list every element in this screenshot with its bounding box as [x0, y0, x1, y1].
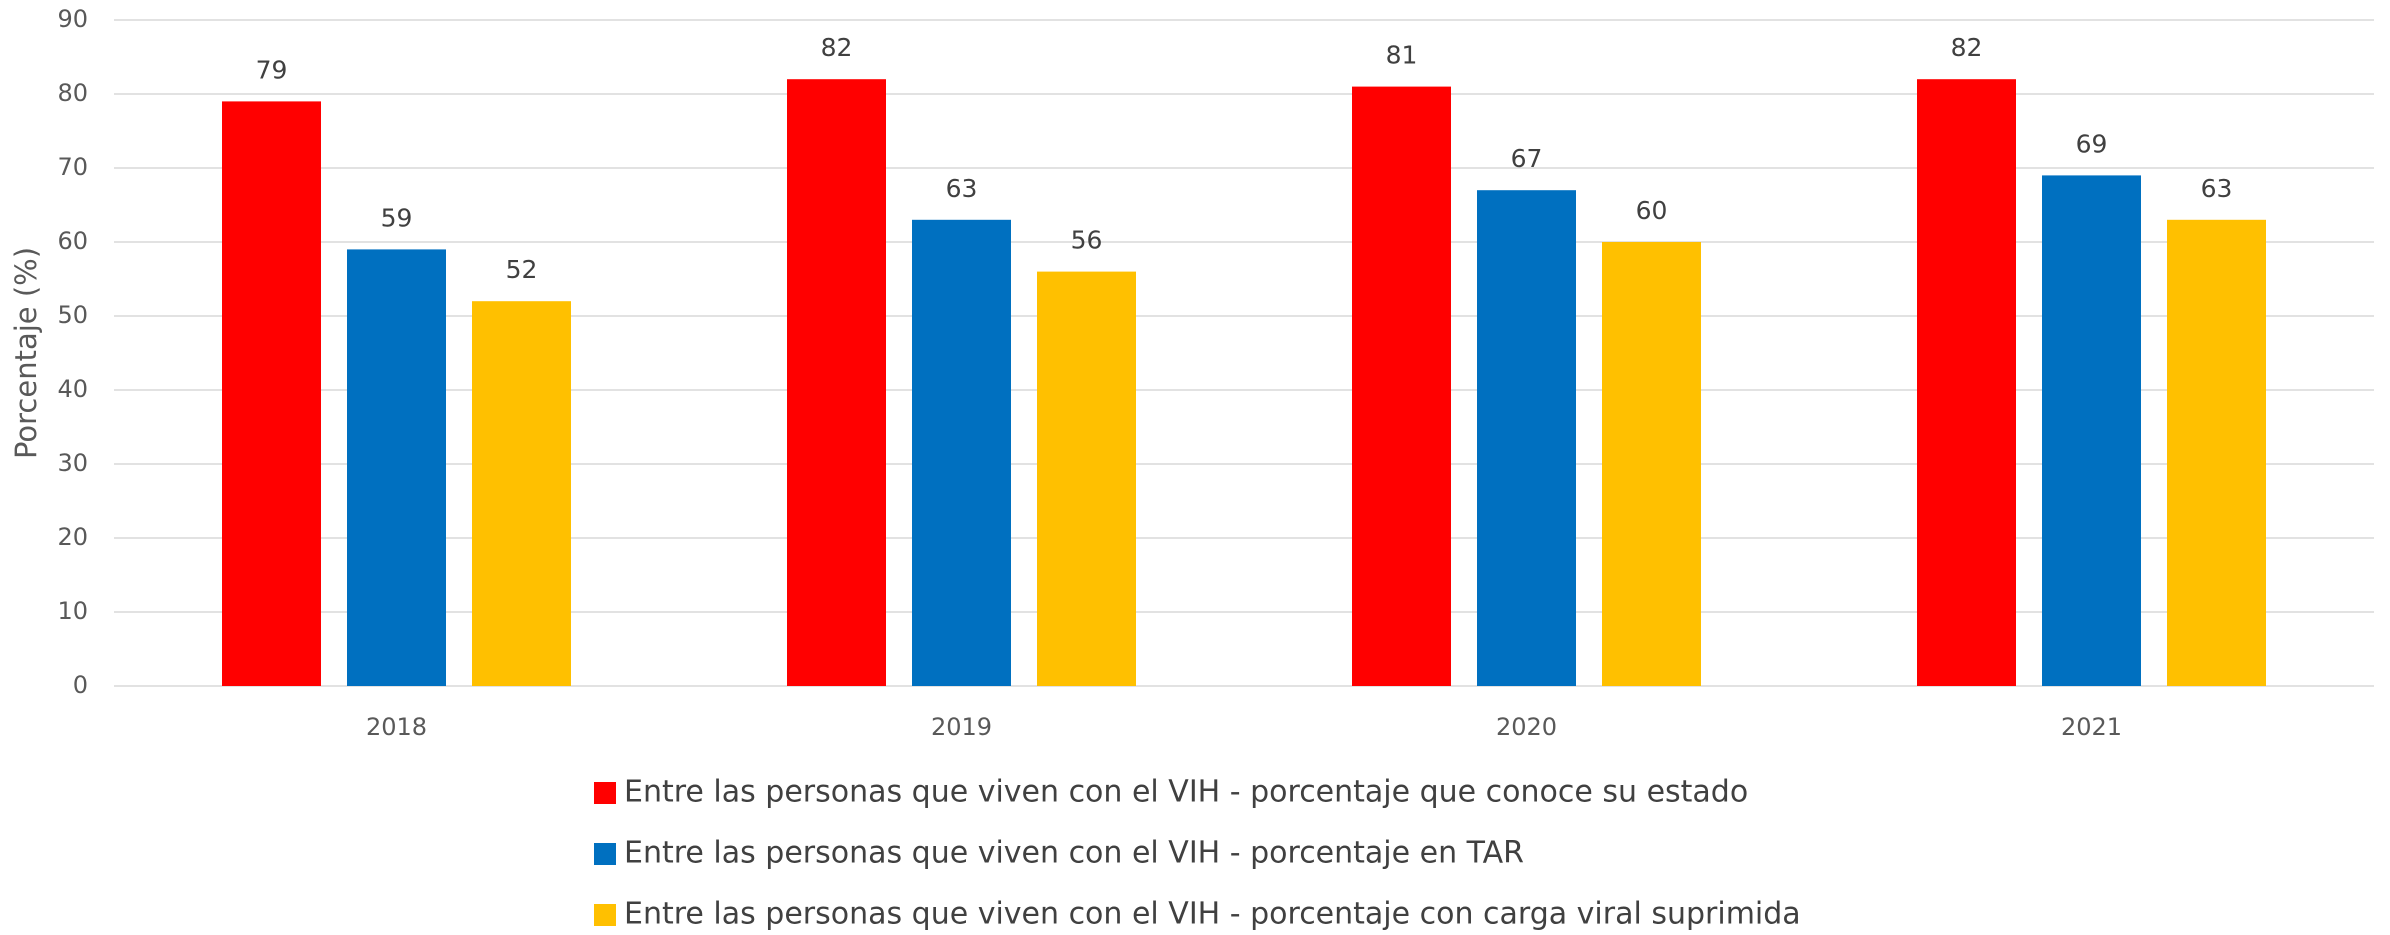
- y-tick-label: 0: [73, 671, 88, 699]
- bar: [1602, 242, 1701, 686]
- data-label: 69: [2076, 129, 2108, 158]
- x-tick-label: 2019: [931, 713, 992, 741]
- data-label: 82: [821, 33, 853, 62]
- legend-swatch: [594, 904, 616, 926]
- bar: [912, 219, 1011, 687]
- data-label: 82: [1951, 33, 1983, 62]
- bar: [2042, 175, 2141, 686]
- legend-swatch: [594, 782, 616, 804]
- data-label: 79: [256, 55, 288, 84]
- legend-label: Entre las personas que viven con el VIH …: [624, 836, 1524, 871]
- y-tick-label: 70: [57, 153, 88, 181]
- data-label: 52: [506, 255, 538, 284]
- data-label: 63: [946, 174, 978, 203]
- data-label: 67: [1511, 144, 1543, 173]
- y-axis-label: Porcentaje (%): [9, 247, 43, 459]
- bar: [1352, 86, 1451, 687]
- y-tick-label: 80: [57, 79, 88, 107]
- legend-label: Entre las personas que viven con el VIH …: [624, 897, 1801, 932]
- y-tick-label: 90: [57, 5, 88, 33]
- data-label: 56: [1071, 226, 1103, 255]
- bar: [472, 301, 571, 686]
- y-tick-label: 20: [57, 523, 88, 551]
- bar: [1477, 190, 1576, 686]
- legend-swatch: [594, 843, 616, 865]
- data-label: 63: [2201, 174, 2233, 203]
- y-tick-label: 30: [57, 449, 88, 477]
- bar: [2167, 219, 2266, 687]
- data-label: 59: [381, 203, 413, 232]
- bar: [1917, 79, 2016, 686]
- data-label: 60: [1636, 196, 1668, 225]
- bar: [222, 101, 321, 686]
- y-tick-label: 40: [57, 375, 88, 403]
- y-tick-label: 50: [57, 301, 88, 329]
- bar: [787, 79, 886, 686]
- data-label: 81: [1386, 41, 1418, 70]
- legend-label: Entre las personas que viven con el VIH …: [624, 775, 1748, 810]
- y-tick-label: 10: [57, 597, 88, 625]
- x-tick-label: 2020: [1496, 713, 1557, 741]
- x-tick-label: 2018: [366, 713, 427, 741]
- x-tick-label: 2021: [2061, 713, 2122, 741]
- bar: [1037, 271, 1136, 686]
- y-tick-label: 60: [57, 227, 88, 255]
- bar: [347, 249, 446, 686]
